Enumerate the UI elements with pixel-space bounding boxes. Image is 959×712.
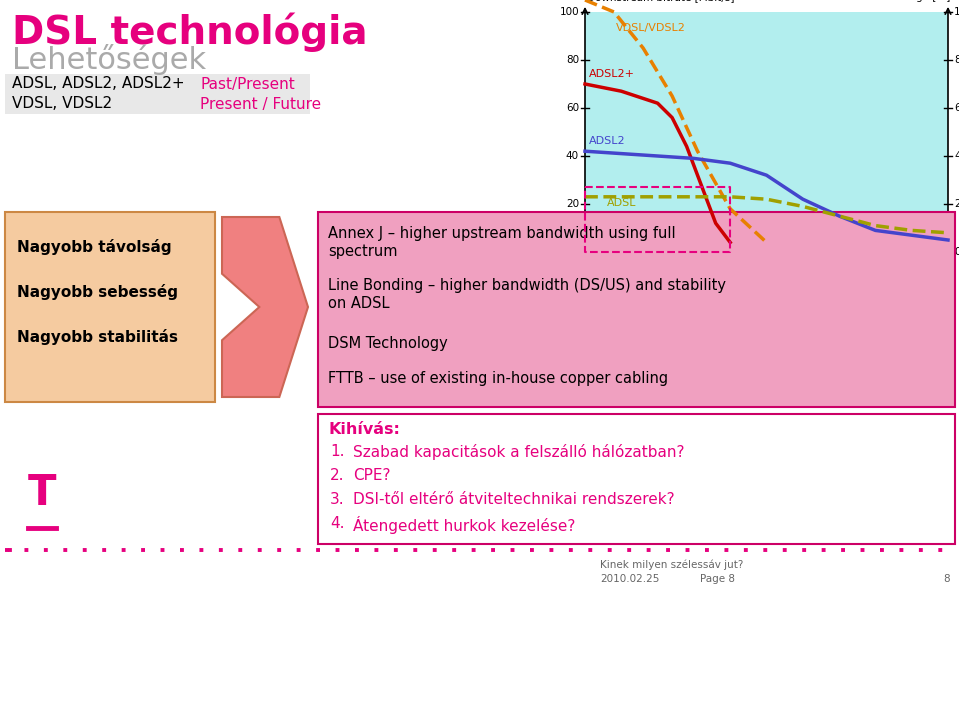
Text: 0: 0 [581, 258, 589, 268]
Text: ADSL2+: ADSL2+ [589, 69, 635, 79]
Text: 20: 20 [954, 199, 959, 209]
Text: Copper length [km]: Copper length [km] [712, 268, 821, 278]
Text: 80: 80 [566, 55, 579, 65]
Text: 1.: 1. [330, 444, 344, 459]
Text: 80: 80 [954, 55, 959, 65]
Text: Past/Present: Past/Present [200, 76, 294, 92]
Text: VDSL/VDSL2: VDSL/VDSL2 [616, 23, 686, 33]
Text: Annex J – higher upstream bandwidth using full: Annex J – higher upstream bandwidth usin… [328, 226, 676, 241]
Bar [318, 212, 955, 407]
Text: 0: 0 [954, 247, 959, 257]
Bar [5, 74, 310, 114]
Bar [5, 212, 215, 402]
Text: 20: 20 [566, 199, 579, 209]
Text: 1: 1 [654, 258, 661, 268]
Text: 2.: 2. [330, 468, 344, 483]
Text: VDSL, VDSL2: VDSL, VDSL2 [12, 97, 112, 112]
Text: 60: 60 [566, 103, 579, 113]
Text: Downstream bitrate [Mbit/s]: Downstream bitrate [Mbit/s] [587, 0, 735, 2]
Text: Coverage [%]: Coverage [%] [878, 0, 950, 2]
Polygon shape [222, 217, 308, 397]
Bar [318, 414, 955, 544]
Text: 40: 40 [954, 151, 959, 161]
Text: 60: 60 [954, 103, 959, 113]
Text: on ADSL: on ADSL [328, 296, 389, 311]
Bar [585, 12, 948, 252]
Text: DSI-től eltérő átviteltechnikai rendszerek?: DSI-től eltérő átviteltechnikai rendszer… [353, 492, 674, 507]
Text: ADSL: ADSL [607, 199, 636, 209]
Text: Page 8: Page 8 [700, 574, 735, 584]
Text: 4: 4 [872, 258, 879, 268]
Text: FTTB – use of existing in-house copper cabling: FTTB – use of existing in-house copper c… [328, 371, 668, 386]
Text: 3: 3 [799, 258, 807, 268]
Text: ADSL, ADSL2, ADSL2+: ADSL, ADSL2, ADSL2+ [12, 76, 185, 92]
Text: Line Bonding – higher bandwidth (DS/US) and stability: Line Bonding – higher bandwidth (DS/US) … [328, 278, 726, 293]
Text: spectrum: spectrum [328, 244, 397, 259]
Text: ADSL2: ADSL2 [589, 136, 625, 146]
Text: CPE?: CPE? [353, 468, 390, 483]
Text: 2010.02.25: 2010.02.25 [600, 574, 660, 584]
Text: DSL technológia: DSL technológia [12, 12, 367, 51]
Text: 8: 8 [944, 574, 950, 584]
Text: Kihívás:: Kihívás: [328, 422, 400, 437]
Text: 5: 5 [945, 258, 951, 268]
Text: 100: 100 [954, 7, 959, 17]
Text: 4.: 4. [330, 516, 344, 531]
Text: Nagyobb távolság: Nagyobb távolság [17, 239, 172, 255]
Text: Szabad kapacitások a felszálló hálózatban?: Szabad kapacitások a felszálló hálózatba… [353, 444, 685, 460]
Text: 3.: 3. [330, 492, 344, 507]
Text: 40: 40 [566, 151, 579, 161]
Text: Átengedett hurkok kezelése?: Átengedett hurkok kezelése? [353, 516, 575, 534]
Text: Lehetőségek: Lehetőségek [12, 44, 206, 75]
Text: 100: 100 [559, 7, 579, 17]
Text: Present / Future: Present / Future [200, 97, 321, 112]
Text: T: T [28, 472, 57, 514]
Text: Nagyobb sebesség: Nagyobb sebesség [17, 284, 178, 300]
Text: Nagyobb stabilitás: Nagyobb stabilitás [17, 329, 178, 345]
Text: Kinek milyen szélessáv jut?: Kinek milyen szélessáv jut? [600, 560, 743, 570]
Text: 0: 0 [573, 247, 579, 257]
Text: 2: 2 [727, 258, 734, 268]
Text: DSM Technology: DSM Technology [328, 336, 448, 351]
